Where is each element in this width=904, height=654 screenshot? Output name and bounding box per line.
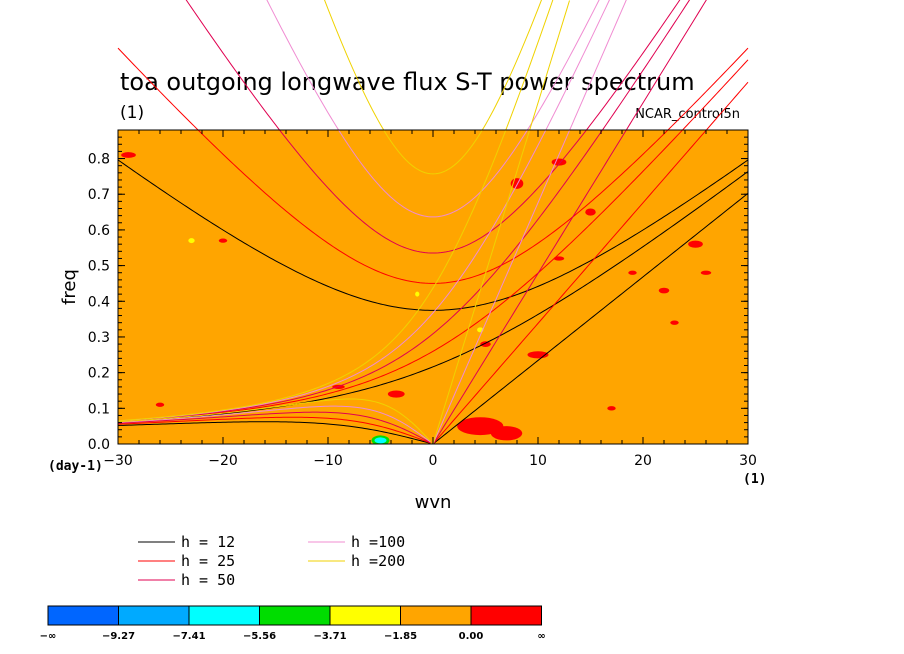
spectral-patch-15 xyxy=(628,270,637,275)
spectral-patch-1 xyxy=(218,238,228,243)
legend-label-h200: h =200 xyxy=(351,552,405,570)
colorbar-label: −1.85 xyxy=(384,631,417,642)
colorbar-label: ∞ xyxy=(537,631,545,642)
spectral-patch-5 xyxy=(688,240,703,248)
curve-ig-h25 xyxy=(117,47,749,284)
y-unit-label: (day-1) xyxy=(48,459,103,474)
curve-rossby-h25 xyxy=(117,416,431,444)
spectral-patch-2 xyxy=(510,178,524,189)
x-tick-label: 20 xyxy=(634,453,652,469)
spectral-patch-7 xyxy=(670,320,679,325)
y-tick-label: 0.2 xyxy=(88,366,110,382)
spectral-patch-yellow-0 xyxy=(188,238,195,244)
spectral-patch-16 xyxy=(480,341,491,347)
curve-ig-h12 xyxy=(117,159,749,311)
y-tick-label: 0.3 xyxy=(88,330,110,346)
spectral-patch-10 xyxy=(387,390,405,398)
y-tick-label: 0.7 xyxy=(88,187,110,203)
colorbar-swatch xyxy=(470,605,542,626)
curve-mrg-h200 xyxy=(117,0,554,422)
chart-title: toa outgoing longwave flux S-T power spe… xyxy=(120,68,695,96)
curve-kelvin-h25 xyxy=(432,81,749,445)
x-tick-label: 10 xyxy=(529,453,547,469)
x-tick-label: −20 xyxy=(208,453,238,469)
spectral-patch-14 xyxy=(700,270,712,275)
y-axis-label: freq xyxy=(59,269,80,305)
spectral-patch-0 xyxy=(121,152,136,158)
x-unit-label: (1) xyxy=(743,472,766,487)
colorbar-label: −3.71 xyxy=(313,631,346,642)
curve-mrg-h25 xyxy=(117,59,749,423)
y-tick-label: 0.4 xyxy=(88,294,110,310)
y-tick-label: 0.8 xyxy=(88,152,110,168)
colorbar: −∞ −9.27 −7.41 −5.56 −3.71 −1.85 0.00 ∞ xyxy=(40,605,546,642)
spectral-patch-9 xyxy=(490,426,523,441)
x-tick-label: −10 xyxy=(313,453,343,469)
legend-label-h12: h = 12 xyxy=(181,533,235,551)
curve-kelvin-h50 xyxy=(432,0,707,445)
spectral-patch-4 xyxy=(585,208,596,216)
spectral-patch-18 xyxy=(607,406,616,411)
curve-kelvin-h12 xyxy=(432,192,749,445)
spectral-patch-6 xyxy=(658,287,670,294)
y-tick-label: 0.1 xyxy=(88,401,110,417)
y-axis-ticks: 0.0 0.1 0.2 0.3 0.4 0.5 0.6 0.7 0.8 xyxy=(88,136,748,453)
colorbar-swatch xyxy=(47,605,119,626)
curve-kelvin-h200 xyxy=(432,0,570,445)
colorbar-swatch xyxy=(329,605,401,626)
spectral-patch-8 xyxy=(457,417,504,436)
y-tick-label: 0.0 xyxy=(88,437,110,453)
curve-rossby-h100 xyxy=(117,405,431,443)
curve-mrg-h12 xyxy=(117,171,749,423)
plot-background xyxy=(118,130,748,444)
colorbar-swatch xyxy=(400,605,472,626)
curve-ig-h200 xyxy=(323,0,543,175)
legend-label-h50: h = 50 xyxy=(181,571,235,589)
spectral-patch-yellow-2 xyxy=(415,291,420,297)
dispersion-curves xyxy=(117,0,749,445)
y-tick-label: 0.6 xyxy=(88,223,110,239)
curve-mrg-h50 xyxy=(117,0,691,422)
colorbar-swatch xyxy=(188,605,260,626)
y-tick-label: 0.5 xyxy=(88,259,110,275)
spectral-patch-17 xyxy=(155,402,165,407)
spectral-patch-13 xyxy=(553,256,565,261)
spectral-patch-cyan xyxy=(374,437,387,444)
colorbar-swatch xyxy=(118,605,190,626)
curve-ig-h100 xyxy=(266,0,600,218)
legend-label-h25: h = 25 xyxy=(181,552,235,570)
x-axis-label: wvn xyxy=(415,492,452,513)
colorbar-label: −∞ xyxy=(40,631,57,642)
x-tick-label: −30 xyxy=(103,453,133,469)
colorbar-label: 0.00 xyxy=(459,631,484,642)
legend-label-h100: h =100 xyxy=(351,533,405,551)
colorbar-label: −7.41 xyxy=(172,631,205,642)
run-label: NCAR_control5n xyxy=(635,107,740,122)
chart-subtitle: (1) xyxy=(120,103,144,123)
x-axis-ticks: −30 −20 −10 0 10 20 30 xyxy=(103,130,757,469)
colorbar-label: −5.56 xyxy=(243,631,276,642)
colorbar-label: −9.27 xyxy=(102,631,135,642)
colorbar-swatch xyxy=(259,605,331,626)
x-tick-label: 0 xyxy=(429,453,438,469)
curve-rossby-h12 xyxy=(117,421,431,444)
x-tick-label: 30 xyxy=(739,453,757,469)
curve-rossby-h50 xyxy=(117,411,431,444)
curve-kelvin-h100 xyxy=(432,0,627,445)
curve-ig-h50 xyxy=(185,0,681,254)
curve-rossby-h200 xyxy=(117,398,431,442)
